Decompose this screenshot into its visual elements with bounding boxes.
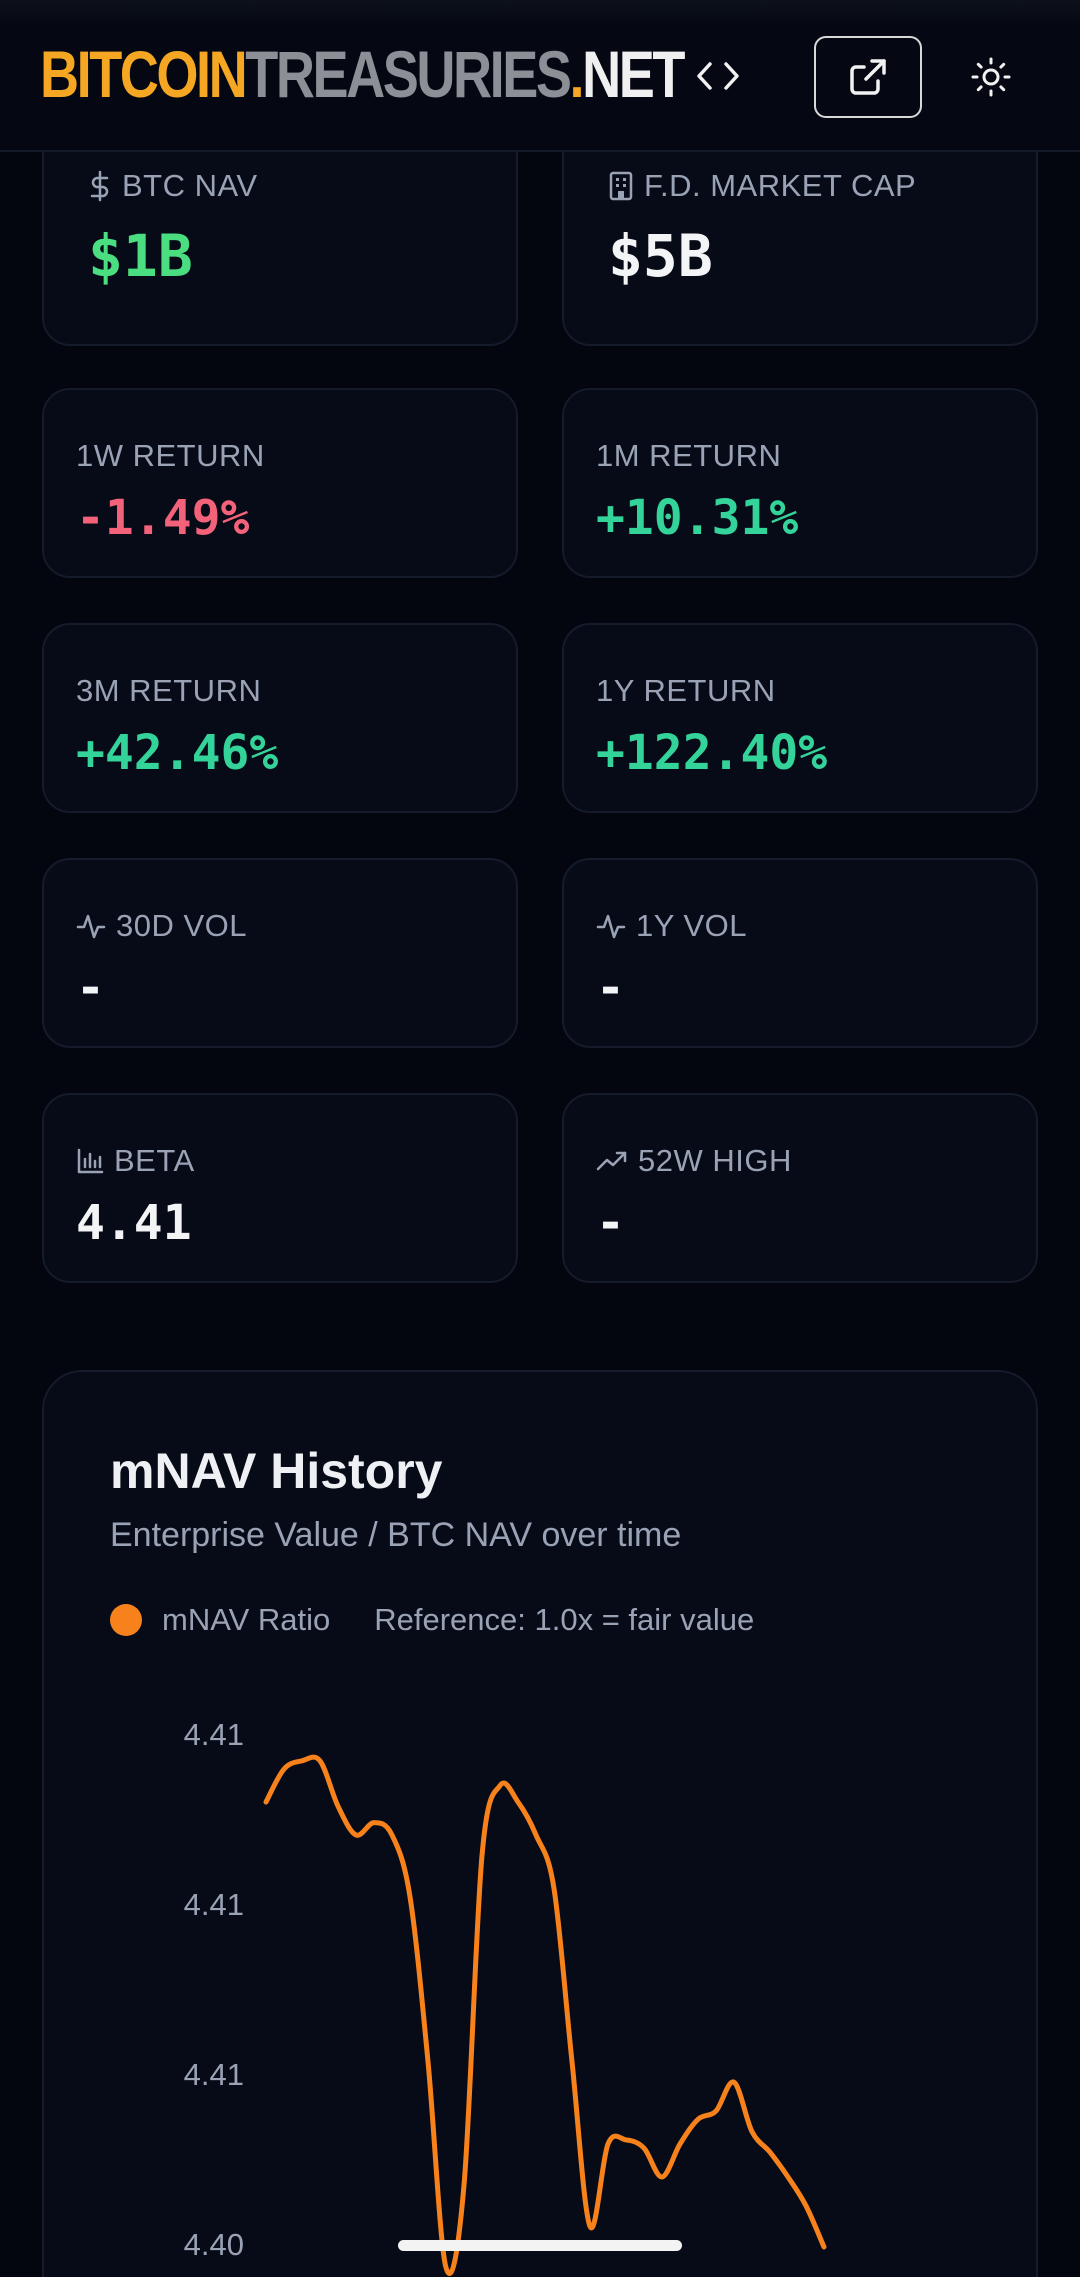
vol-1y-card: 1Y VOL - xyxy=(562,858,1038,1048)
y-tick-label: 4.41 xyxy=(184,2057,244,2092)
vol-30d-label-text: 30D VOL xyxy=(116,908,248,943)
open-external-button[interactable] xyxy=(814,36,922,118)
sun-icon xyxy=(971,57,1011,97)
beta-label-text: BETA xyxy=(114,1143,195,1178)
series-line-mnav-ratio xyxy=(263,1754,827,2276)
status-bar-area xyxy=(0,0,1080,26)
embed-code-button[interactable] xyxy=(682,40,754,112)
return-3m-card: 3M RETURN +42.46% xyxy=(42,623,518,813)
mnav-line-chart: 4.41 4.41 4.41 4.40 xyxy=(184,1717,827,2276)
btc-nav-label: BTC NAV xyxy=(88,168,258,204)
top-header: BITCOIN TREASURIES. NET xyxy=(0,0,1080,152)
external-link-icon xyxy=(850,59,886,95)
y-tick-label: 4.41 xyxy=(184,1717,244,1752)
fd-market-cap-label: F.D. MARKET CAP xyxy=(608,168,916,204)
beta-value: 4.41 xyxy=(76,1195,192,1251)
vol-30d-card: 30D VOL - xyxy=(42,858,518,1048)
y-tick-label: 4.40 xyxy=(184,2227,244,2262)
btc-nav-label-text: BTC NAV xyxy=(122,168,258,203)
high-52w-label: 52W HIGH xyxy=(596,1143,792,1179)
fd-market-cap-value: $5B xyxy=(608,222,713,290)
bar-chart-icon xyxy=(77,1148,104,1174)
vol-30d-label: 30D VOL xyxy=(76,908,247,944)
legend-reference-label: Reference: 1.0x = fair value xyxy=(374,1602,755,1637)
return-1y-card: 1Y RETURN +122.40% xyxy=(562,623,1038,813)
return-1w-card: 1W RETURN -1.49% xyxy=(42,388,518,578)
logo-part-bitcoin: BITCOIN xyxy=(40,37,248,111)
logo-part-treasuries: TREASURIES xyxy=(245,37,572,111)
return-1y-value: +122.40% xyxy=(596,725,828,781)
dollar-icon xyxy=(90,170,109,202)
logo-part-net: NET xyxy=(582,37,685,111)
btc-nav-value: $1B xyxy=(88,222,193,290)
logo-part-dot: . xyxy=(569,37,584,111)
high-52w-label-text: 52W HIGH xyxy=(638,1143,792,1178)
beta-label: BETA xyxy=(76,1143,195,1179)
vol-30d-value: - xyxy=(76,960,105,1016)
vol-1y-label-text: 1Y VOL xyxy=(636,908,748,943)
return-1m-label: 1M RETURN xyxy=(596,438,782,473)
return-3m-label: 3M RETURN xyxy=(76,673,262,708)
return-3m-value: +42.46% xyxy=(76,725,279,781)
home-indicator[interactable] xyxy=(398,2240,682,2251)
return-1m-card: 1M RETURN +10.31% xyxy=(562,388,1038,578)
theme-toggle-button[interactable] xyxy=(954,40,1028,114)
building-icon xyxy=(609,171,633,201)
fd-market-cap-card: F.D. MARKET CAP $5B xyxy=(562,130,1038,346)
legend-series-label: mNAV Ratio xyxy=(162,1602,331,1637)
chart-legend: mNAV Ratio Reference: 1.0x = fair value xyxy=(110,1602,754,1638)
activity-icon xyxy=(76,914,106,939)
vol-1y-label: 1Y VOL xyxy=(596,908,747,944)
fd-market-cap-label-text: F.D. MARKET CAP xyxy=(644,168,917,203)
activity-icon xyxy=(596,914,626,939)
return-1w-value: -1.49% xyxy=(76,490,250,546)
y-tick-label: 4.41 xyxy=(184,1887,244,1922)
chart-subtitle: Enterprise Value / BTC NAV over time xyxy=(110,1516,682,1554)
high-52w-card: 52W HIGH - xyxy=(562,1093,1038,1283)
high-52w-value: - xyxy=(596,1195,625,1251)
site-logo[interactable]: BITCOIN TREASURIES. NET xyxy=(40,36,685,112)
return-1m-value: +10.31% xyxy=(596,490,799,546)
btc-nav-card: BTC NAV $1B xyxy=(42,130,518,346)
trending-up-icon xyxy=(596,1151,627,1171)
chart-title: mNAV History xyxy=(110,1443,443,1499)
vol-1y-value: - xyxy=(596,960,625,1016)
beta-card: BETA 4.41 xyxy=(42,1093,518,1283)
mnav-history-chart-card: mNAV History Enterprise Value / BTC NAV … xyxy=(42,1370,1038,2277)
legend-swatch xyxy=(110,1604,142,1636)
code-icon xyxy=(697,62,739,90)
return-1w-label: 1W RETURN xyxy=(76,438,265,473)
return-1y-label: 1Y RETURN xyxy=(596,673,776,708)
